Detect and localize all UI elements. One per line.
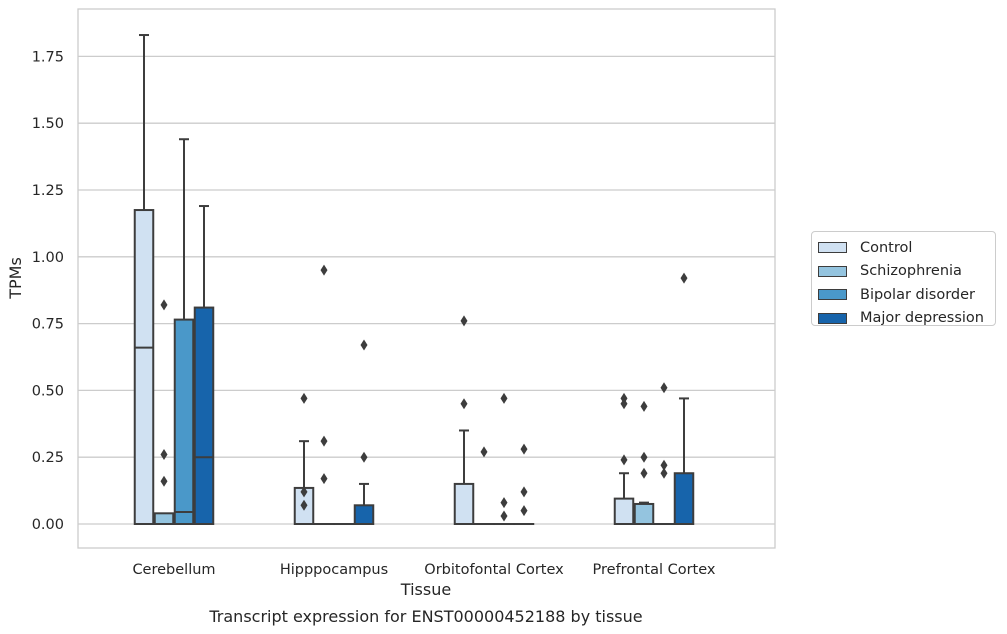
legend-swatch	[818, 312, 847, 324]
outlier-point	[160, 299, 168, 311]
x-tick-label: Orbitofontal Cortex	[424, 562, 564, 578]
outlier-point	[300, 486, 308, 498]
outlier-point	[660, 382, 668, 394]
outlier-point	[360, 339, 368, 351]
outlier-point	[500, 497, 508, 509]
box-control	[453, 315, 475, 526]
x-tick-labels: Cerebellum Hipppocampus Orbitofontal Corte…	[132, 562, 715, 578]
box-schizophrenia	[313, 264, 335, 526]
box-rect	[153, 512, 175, 526]
outlier-point	[620, 398, 628, 410]
outlier-point	[300, 499, 308, 511]
plot-frame	[77, 8, 776, 549]
legend-label: Major depression	[860, 310, 984, 327]
legend-item: Schizophrenia	[818, 260, 995, 284]
legend-swatch	[818, 289, 847, 301]
y-tick-label: 1.00	[32, 250, 64, 266]
outlier-point	[460, 315, 468, 327]
x-axis-label: Tissue	[400, 580, 451, 599]
box-rect	[353, 504, 375, 525]
legend: Control Schizophrenia Bipolar disorder Majo…	[811, 231, 996, 326]
box-schizophrenia	[473, 446, 495, 526]
box-rect	[173, 318, 195, 526]
outlier-point	[460, 398, 468, 410]
legend-label: Control	[860, 239, 913, 256]
outlier-point	[320, 473, 328, 485]
box-major-depression	[193, 205, 215, 525]
x-tick-label: Hipppocampus	[280, 562, 388, 578]
legend-item: Bipolar disorder	[818, 283, 995, 307]
box-bipolar-disorder	[653, 382, 675, 526]
y-axis-label: TPMs	[6, 257, 25, 300]
outlier-point	[360, 451, 368, 463]
y-tick-label: 0.50	[32, 383, 64, 399]
outlier-point	[160, 475, 168, 487]
legend-item: Major depression	[818, 307, 995, 331]
boxes	[133, 34, 695, 526]
outlier-point	[480, 446, 488, 458]
legend-item: Control	[818, 236, 995, 260]
legend-swatch	[818, 242, 847, 254]
box-schizophrenia	[633, 400, 655, 525]
box-bipolar-disorder	[173, 138, 195, 526]
box-schizophrenia	[153, 299, 175, 526]
box-rect	[133, 209, 155, 525]
box-rect	[613, 497, 635, 525]
box-rect	[453, 482, 475, 526]
outlier-point	[640, 451, 648, 463]
x-tick-label: Cerebellum	[132, 562, 215, 578]
box-rect	[633, 502, 655, 525]
y-tick-label: 0.00	[32, 517, 64, 533]
y-tick-labels: 0.00 0.25 0.50 0.75 1.00 1.25 1.50 1.75	[32, 49, 64, 533]
box-rect	[673, 472, 695, 525]
outlier-point	[500, 392, 508, 404]
outlier-point	[160, 449, 168, 461]
box-control	[613, 392, 635, 525]
outlier-point	[320, 435, 328, 447]
y-tick-label: 1.75	[32, 49, 64, 65]
box-bipolar-disorder	[493, 392, 515, 526]
box-control	[133, 34, 155, 525]
outlier-point	[680, 272, 688, 284]
outlier-point	[660, 459, 668, 471]
y-tick-label: 0.75	[32, 317, 64, 333]
outlier-point	[620, 454, 628, 466]
outlier-point	[320, 264, 328, 276]
legend-label: Schizophrenia	[860, 263, 962, 280]
outlier-point	[520, 486, 528, 498]
outlier-point	[660, 467, 668, 479]
outlier-point	[640, 400, 648, 412]
x-tick-label: Prefrontal Cortex	[593, 562, 716, 578]
legend-label: Bipolar disorder	[860, 286, 975, 303]
y-tick-label: 1.25	[32, 183, 64, 199]
outlier-point	[520, 443, 528, 455]
outlier-point	[300, 392, 308, 404]
box-major-depression	[513, 443, 535, 526]
box-control	[293, 392, 315, 526]
outlier-point	[640, 467, 648, 479]
chart-caption: Transcript expression for ENST0000045218…	[208, 607, 642, 626]
legend-swatch	[818, 265, 847, 277]
outlier-point	[520, 505, 528, 517]
box-major-depression	[353, 339, 375, 525]
box-rect	[193, 306, 215, 525]
y-tick-label: 0.25	[32, 450, 64, 466]
y-tick-label: 1.50	[32, 116, 64, 132]
outlier-point	[500, 510, 508, 522]
box-major-depression	[673, 272, 695, 525]
